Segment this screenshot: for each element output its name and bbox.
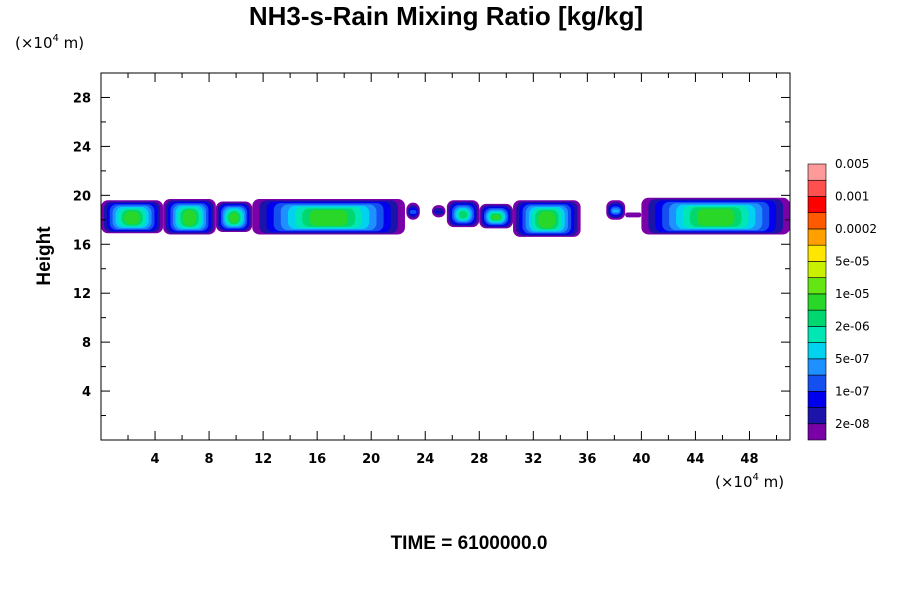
colorbar: 2e-08 1e-07 5e-07 2e-06 1e-05 5e-05 0.0002 0.00… <box>807 157 877 441</box>
y-axis-label: Height <box>34 226 55 286</box>
y-tick-label: 4 <box>82 385 91 400</box>
colorbar-label: 2e-08 <box>835 417 870 431</box>
y-tick-label: 28 <box>73 91 91 106</box>
x-tick-label: 28 <box>470 452 488 467</box>
contour-band <box>124 211 140 225</box>
y-axis-ticks: 4 8 12 16 20 24 28 <box>73 72 790 417</box>
contour-band <box>182 209 197 226</box>
contour-band <box>491 214 501 220</box>
data-cell <box>101 200 164 234</box>
data-cell <box>215 201 253 233</box>
data-cell <box>606 200 626 220</box>
x-tick-label: 4 <box>151 452 160 467</box>
data-cell <box>479 203 514 229</box>
contour-band <box>309 209 348 226</box>
x-tick-label: 40 <box>632 452 650 467</box>
colorbar-swatch <box>807 342 827 360</box>
data-cell <box>406 202 420 220</box>
colorbar-swatch <box>807 407 827 425</box>
colorbar-swatch <box>807 228 827 246</box>
data-cell <box>252 199 405 235</box>
colorbar-label: 1e-07 <box>835 384 870 398</box>
chart-title: NH3-s-Rain Mixing Ratio [kg/kg] <box>249 1 643 31</box>
contour-band <box>612 210 619 212</box>
x-tick-label: 12 <box>254 452 272 467</box>
colorbar-swatch <box>807 196 827 214</box>
colorbar-swatch <box>807 390 827 408</box>
x-tick-label: 20 <box>362 452 380 467</box>
contour-band <box>625 212 642 218</box>
colorbar-swatch <box>807 374 827 392</box>
colorbar-label: 2e-06 <box>835 319 870 333</box>
colorbar-swatch <box>807 212 827 230</box>
x-tick-label: 16 <box>308 452 326 467</box>
colorbar-swatch <box>807 261 827 278</box>
contour-band <box>458 210 468 219</box>
y-tick-label: 16 <box>73 238 91 253</box>
y-tick-label: 20 <box>73 189 91 204</box>
x-tick-label: 24 <box>416 452 434 467</box>
data-cell <box>446 200 480 228</box>
contour-band <box>696 208 735 226</box>
colorbar-swatch <box>807 277 827 295</box>
plot-area-frame <box>100 72 791 441</box>
colorbar-label: 5e-05 <box>835 254 870 268</box>
colorbar-swatch <box>807 179 827 197</box>
colorbar-swatch <box>807 293 827 311</box>
colorbar-swatch <box>807 163 827 181</box>
data-cells <box>101 197 790 237</box>
contour-band <box>409 210 417 214</box>
contour-band <box>538 211 556 229</box>
contour-band <box>434 211 443 213</box>
y-tick-label: 12 <box>73 287 91 302</box>
x-tick-label: 8 <box>205 452 214 467</box>
colorbar-swatch <box>807 326 827 343</box>
data-cell <box>625 212 642 218</box>
y-axis-unit: (×104 m) <box>15 33 84 52</box>
colorbar-label: 1e-05 <box>835 287 870 301</box>
colorbar-label: 0.001 <box>835 189 869 203</box>
y-tick-label: 8 <box>82 336 91 351</box>
y-tick-label: 24 <box>73 140 91 155</box>
colorbar-swatch <box>807 309 827 327</box>
contour-band <box>229 212 239 224</box>
colorbar-label: 0.005 <box>835 157 869 171</box>
data-cell <box>431 205 446 218</box>
data-cell <box>163 199 216 235</box>
x-tick-label: 48 <box>740 452 758 467</box>
x-tick-label: 36 <box>578 452 596 467</box>
data-cell <box>641 197 790 235</box>
colorbar-swatch <box>807 358 827 376</box>
colorbar-label: 0.0002 <box>835 222 877 236</box>
colorbar-swatch <box>807 244 827 262</box>
x-tick-label: 32 <box>524 452 542 467</box>
data-cell <box>513 200 581 237</box>
colorbar-label: 5e-07 <box>835 352 870 366</box>
time-label: TIME = 6100000.0 <box>391 533 548 554</box>
x-axis-ticks: 4 8 12 16 20 24 28 32 36 40 44 48 <box>127 73 777 467</box>
x-axis-unit: (×104 m) <box>715 472 784 491</box>
x-tick-label: 44 <box>686 452 704 467</box>
colorbar-swatch <box>807 423 827 441</box>
